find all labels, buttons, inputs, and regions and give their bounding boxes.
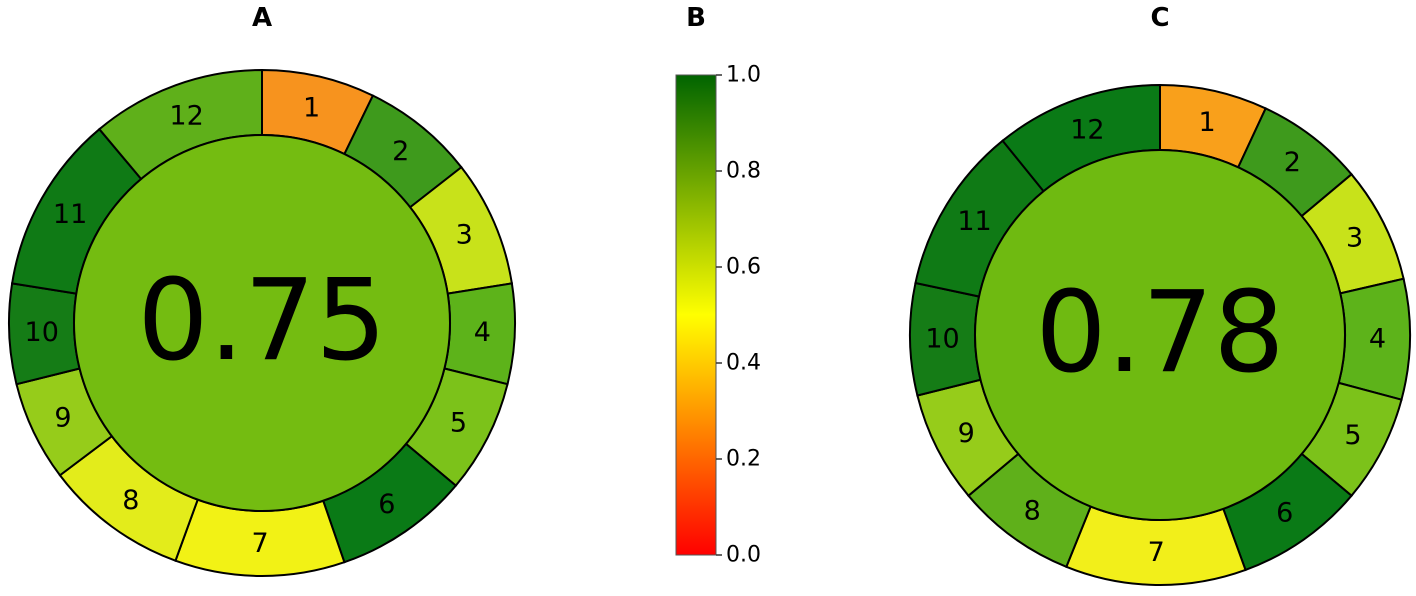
segment-label: 9: [54, 402, 71, 433]
segment-label: 10: [25, 317, 59, 348]
segment-label: 3: [1346, 222, 1363, 253]
segment-label: 7: [1148, 537, 1165, 568]
segment-label: 4: [474, 317, 491, 348]
segment-label: 12: [169, 100, 203, 131]
score-label: 0.75: [137, 256, 386, 386]
panel-title: C: [1150, 3, 1169, 33]
score-circle: [73, 134, 451, 512]
segment-label: 1: [303, 93, 320, 124]
segment-label: 4: [1369, 323, 1386, 354]
segment-label: 10: [925, 323, 959, 354]
segment-label: 12: [1070, 114, 1104, 145]
segment-label: 11: [53, 199, 87, 230]
segment-label: 9: [958, 418, 975, 449]
segment-label: 1: [1198, 107, 1215, 138]
tick-label: 0.2: [726, 447, 761, 472]
score-label: 0.78: [1035, 268, 1284, 398]
tick-label: 0.8: [726, 159, 761, 184]
segment-label: 11: [957, 206, 991, 237]
tick-label: 0.6: [726, 255, 761, 280]
segment-label: 2: [1284, 147, 1301, 178]
panel-title: B: [686, 3, 706, 33]
panel-title: A: [252, 3, 272, 33]
segment-label: 8: [1024, 495, 1041, 526]
tick-label: 0.4: [726, 351, 761, 376]
segment-label: 2: [392, 136, 409, 167]
segment-label: 6: [1276, 498, 1293, 529]
segment-label: 5: [450, 408, 467, 439]
tick-label: 1.0: [726, 63, 761, 88]
segment-label: 7: [251, 528, 268, 559]
score-circle: [974, 149, 1346, 521]
segment-label: 5: [1344, 420, 1361, 451]
segment-label: 3: [456, 220, 473, 251]
segment-label: 8: [122, 485, 139, 516]
colorbar: [675, 74, 717, 556]
tick-label: 0.0: [726, 543, 761, 568]
segment-label: 6: [378, 489, 395, 520]
